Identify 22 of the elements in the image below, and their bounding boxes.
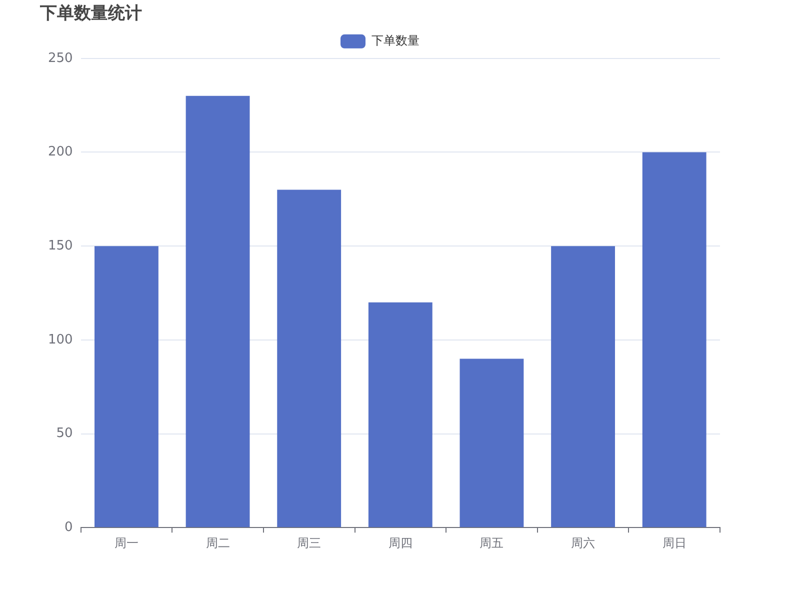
y-tick-label: 0 — [64, 520, 73, 535]
bar — [368, 302, 432, 528]
bar — [460, 358, 524, 528]
bar — [94, 246, 158, 528]
x-tick-label: 周三 — [297, 536, 322, 550]
x-tick-label: 周日 — [662, 536, 686, 550]
chart-title: 下单数量统计 — [39, 4, 142, 24]
bar — [277, 190, 342, 528]
y-tick-label: 250 — [48, 50, 73, 66]
legend-label: 下单数量 — [372, 34, 420, 48]
x-tick-label: 周六 — [571, 536, 596, 550]
x-tick-label: 周四 — [388, 536, 412, 550]
x-tick-label: 周一 — [114, 536, 138, 550]
y-tick-label: 50 — [56, 426, 73, 442]
y-tick-label: 100 — [48, 332, 73, 348]
x-tick-label: 周五 — [480, 536, 504, 550]
bar — [551, 246, 615, 528]
bar — [642, 152, 706, 528]
y-tick-label: 200 — [48, 144, 73, 160]
x-tick-label: 周二 — [206, 536, 230, 550]
y-tick-label: 150 — [48, 238, 73, 254]
bar — [186, 96, 250, 528]
